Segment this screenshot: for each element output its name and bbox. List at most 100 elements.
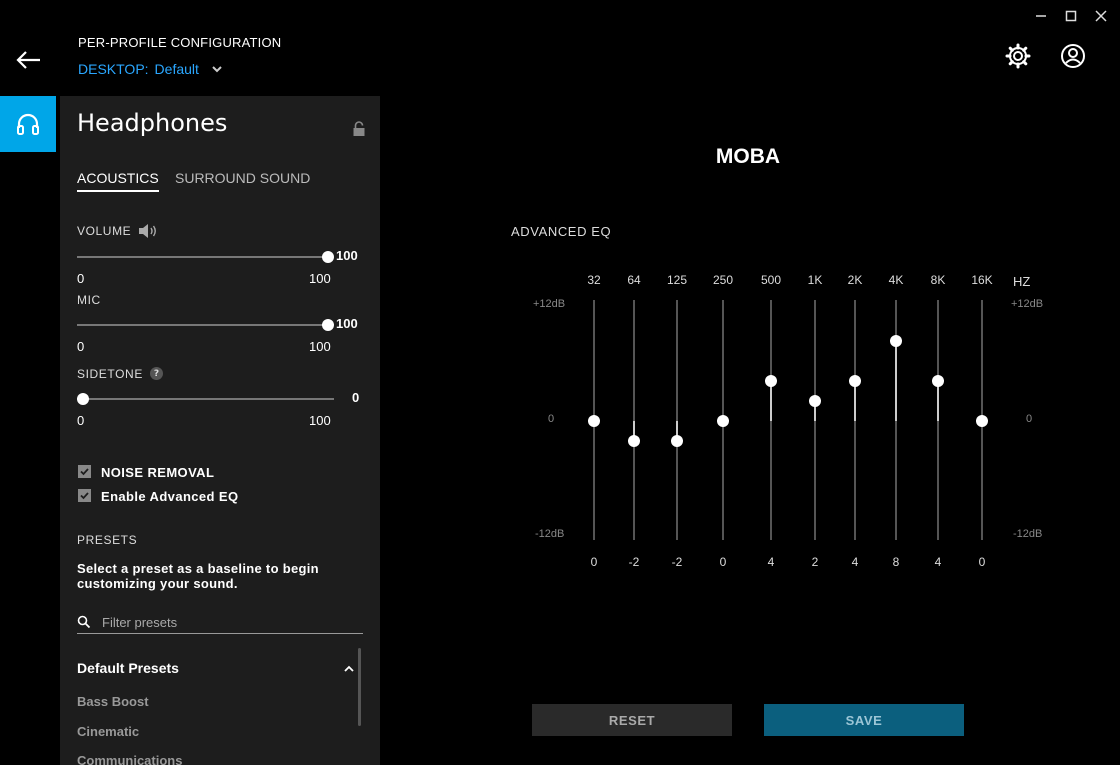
save-button[interactable]: SAVE	[764, 704, 964, 736]
speaker-icon	[139, 224, 156, 238]
back-button[interactable]	[14, 46, 44, 74]
minimize-button[interactable]	[1026, 6, 1056, 26]
preset-title: MOBA	[715, 145, 781, 168]
check-icon	[80, 468, 89, 476]
hz-unit-label: HZ	[1013, 274, 1031, 289]
preset-item[interactable]: Communications	[77, 753, 183, 765]
db-top-label-left: +12dB	[533, 298, 566, 310]
eq-frequency-label: 2K	[847, 273, 863, 287]
eq-band-handle[interactable]	[890, 335, 902, 347]
eq-band-handle[interactable]	[976, 415, 988, 427]
settings-panel: Headphones ACOUSTICS SURROUND SOUND VOLU…	[60, 96, 380, 765]
volume-value: 100	[336, 248, 358, 263]
db-top-label-right: +12dB	[1011, 298, 1044, 310]
advanced-eq-label: Enable Advanced EQ	[101, 489, 239, 504]
eq-frequency-label: 1K	[807, 273, 823, 287]
volume-slider-track[interactable]	[77, 256, 327, 258]
eq-band-fill	[770, 381, 772, 421]
eq-frequency-label: 16K	[971, 273, 993, 287]
lock-button[interactable]	[352, 121, 366, 137]
noise-removal-label: NOISE REMOVAL	[101, 465, 215, 480]
eq-band-handle[interactable]	[849, 375, 861, 387]
db-mid-label-left: 0	[548, 413, 555, 425]
chevron-down-icon	[212, 66, 222, 73]
settings-button[interactable]	[1004, 42, 1032, 70]
user-icon	[1061, 44, 1085, 68]
eq-band-value: 8	[892, 555, 900, 569]
eq-band-track[interactable]	[633, 300, 635, 540]
mic-min: 0	[77, 339, 85, 354]
profile-caption: PER-PROFILE CONFIGURATION	[78, 35, 282, 50]
eq-frequency-label: 64	[627, 273, 641, 287]
eq-band-fill	[937, 381, 939, 421]
mic-slider-handle[interactable]	[322, 319, 334, 331]
maximize-button[interactable]	[1056, 6, 1086, 26]
preset-item[interactable]: Cinematic	[77, 724, 140, 739]
profile-selector[interactable]: DESKTOP: Default	[78, 61, 223, 77]
reset-button[interactable]: RESET	[532, 704, 732, 736]
filter-presets-input[interactable]	[102, 613, 352, 631]
presets-heading: PRESETS	[77, 533, 138, 547]
headphones-device-tab[interactable]	[0, 96, 56, 152]
close-icon	[1095, 10, 1107, 22]
presets-description: Select a preset as a baseline to begin c…	[77, 561, 319, 591]
volume-min: 0	[77, 271, 85, 286]
eq-band-fill	[633, 421, 635, 441]
eq-band-handle[interactable]	[932, 375, 944, 387]
mic-slider-track[interactable]	[77, 324, 327, 326]
minimize-icon	[1036, 15, 1046, 17]
advanced-eq-heading: ADVANCED EQ	[511, 224, 612, 239]
chevron-up-icon[interactable]	[343, 663, 355, 675]
db-mid-label-right: 0	[1026, 413, 1033, 425]
db-bottom-label-left: -12dB	[535, 528, 565, 540]
preset-item[interactable]: Bass Boost	[77, 694, 149, 709]
volume-label: VOLUME	[77, 224, 132, 238]
sidetone-help-icon[interactable]: ?	[150, 367, 163, 380]
sidetone-min: 0	[77, 413, 85, 428]
eq-frequency-label: 500	[760, 273, 782, 287]
account-button[interactable]	[1059, 42, 1087, 70]
check-icon	[80, 492, 89, 500]
eq-band-track[interactable]	[676, 300, 678, 540]
sidetone-value: 0	[352, 390, 360, 405]
eq-band-handle[interactable]	[809, 395, 821, 407]
headphones-icon	[17, 113, 39, 135]
tab-surround-sound[interactable]: SURROUND SOUND	[175, 170, 311, 186]
sidetone-slider-track[interactable]	[77, 398, 334, 400]
back-arrow-icon	[16, 51, 40, 69]
gear-icon	[1005, 43, 1031, 69]
mic-max: 100	[309, 339, 331, 354]
sidetone-max: 100	[309, 413, 331, 428]
eq-band-handle[interactable]	[765, 375, 777, 387]
eq-band-handle[interactable]	[717, 415, 729, 427]
close-button[interactable]	[1086, 6, 1116, 26]
noise-removal-checkbox[interactable]	[78, 465, 91, 478]
presets-scrollbar[interactable]	[358, 648, 361, 726]
sidetone-slider-handle[interactable]	[77, 393, 89, 405]
advanced-eq-checkbox[interactable]	[78, 489, 91, 502]
lock-icon	[353, 121, 365, 136]
eq-frequency-label: 32	[587, 273, 601, 287]
eq-band-handle[interactable]	[671, 435, 683, 447]
eq-band-value: 0	[590, 555, 598, 569]
eq-band-value: 4	[767, 555, 775, 569]
profile-prefix: DESKTOP:	[78, 61, 149, 77]
eq-band-handle[interactable]	[628, 435, 640, 447]
eq-band-value: 4	[934, 555, 942, 569]
eq-frequency-label: 4K	[888, 273, 904, 287]
eq-band-value: 0	[978, 555, 986, 569]
eq-band-value: -2	[671, 555, 683, 569]
db-bottom-label-right: -12dB	[1013, 528, 1043, 540]
eq-frequency-label: 8K	[930, 273, 946, 287]
panel-title: Headphones	[77, 109, 228, 137]
eq-band-fill	[814, 401, 816, 421]
eq-band-handle[interactable]	[588, 415, 600, 427]
eq-band-value: 0	[719, 555, 727, 569]
eq-frequency-label: 125	[666, 273, 688, 287]
mic-label: MIC	[77, 293, 101, 307]
tab-acoustics[interactable]: ACOUSTICS	[77, 170, 159, 192]
volume-slider-handle[interactable]	[322, 251, 334, 263]
eq-band-fill	[895, 341, 897, 421]
profile-name: Default	[154, 61, 199, 77]
default-presets-group[interactable]: Default Presets	[77, 660, 179, 676]
